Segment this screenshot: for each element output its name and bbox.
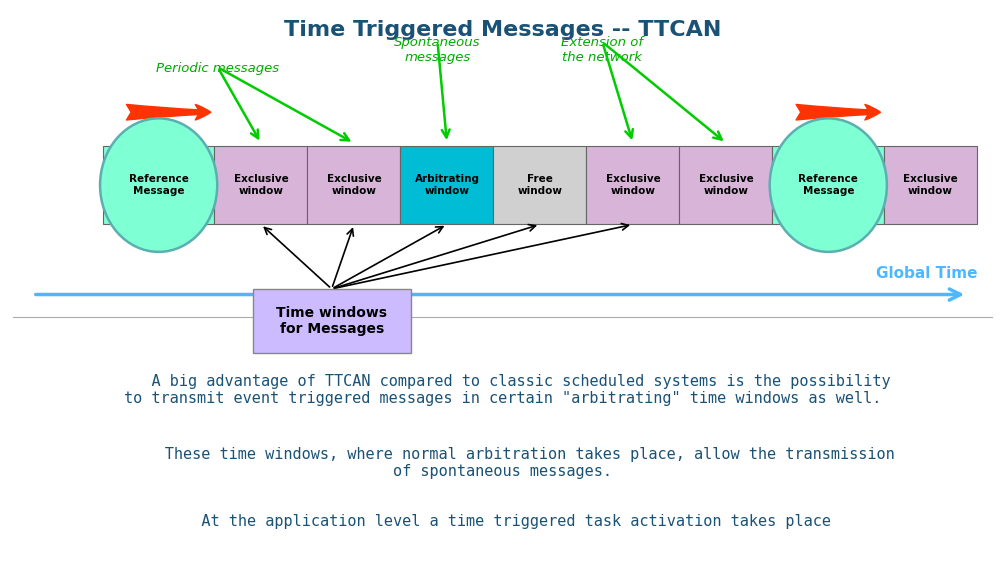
Text: Spontaneous
messages: Spontaneous messages xyxy=(394,36,480,65)
Text: At the application level a time triggered task activation takes place: At the application level a time triggere… xyxy=(174,514,831,529)
Text: Time windows
for Messages: Time windows for Messages xyxy=(276,306,387,336)
Text: Exclusive
window: Exclusive window xyxy=(903,174,958,196)
Bar xyxy=(400,146,493,224)
Text: Free
window: Free window xyxy=(518,174,563,196)
Text: Reference
Message: Reference Message xyxy=(798,174,858,196)
Text: Reference
Message: Reference Message xyxy=(129,174,189,196)
Bar xyxy=(679,146,773,224)
Text: Global Time: Global Time xyxy=(875,265,977,280)
Bar xyxy=(884,146,977,224)
Text: Periodic messages: Periodic messages xyxy=(156,62,279,75)
Bar xyxy=(587,146,679,224)
Text: A big advantage of TTCAN compared to classic scheduled systems is the possibilit: A big advantage of TTCAN compared to cla… xyxy=(115,374,890,406)
Text: Time Triggered Messages -- TTCAN: Time Triggered Messages -- TTCAN xyxy=(283,20,722,40)
Ellipse shape xyxy=(770,118,886,252)
Text: Reference
Message: Reference Message xyxy=(798,174,858,196)
Ellipse shape xyxy=(100,118,217,252)
Text: These time windows, where normal arbitration takes place, allow the transmission: These time windows, where normal arbitra… xyxy=(111,447,894,479)
Text: Exclusive
window: Exclusive window xyxy=(698,174,754,196)
Bar xyxy=(493,146,587,224)
Bar xyxy=(773,146,884,224)
Text: Extension of
the network: Extension of the network xyxy=(562,36,643,65)
Bar xyxy=(214,146,308,224)
Text: Exclusive
window: Exclusive window xyxy=(233,174,288,196)
Text: Exclusive
window: Exclusive window xyxy=(606,174,660,196)
Bar xyxy=(308,146,400,224)
Text: Exclusive
window: Exclusive window xyxy=(327,174,381,196)
Bar xyxy=(103,146,214,224)
Text: Arbitrating
window: Arbitrating window xyxy=(414,174,479,196)
Text: Reference
Message: Reference Message xyxy=(129,174,189,196)
FancyBboxPatch shape xyxy=(252,289,411,353)
